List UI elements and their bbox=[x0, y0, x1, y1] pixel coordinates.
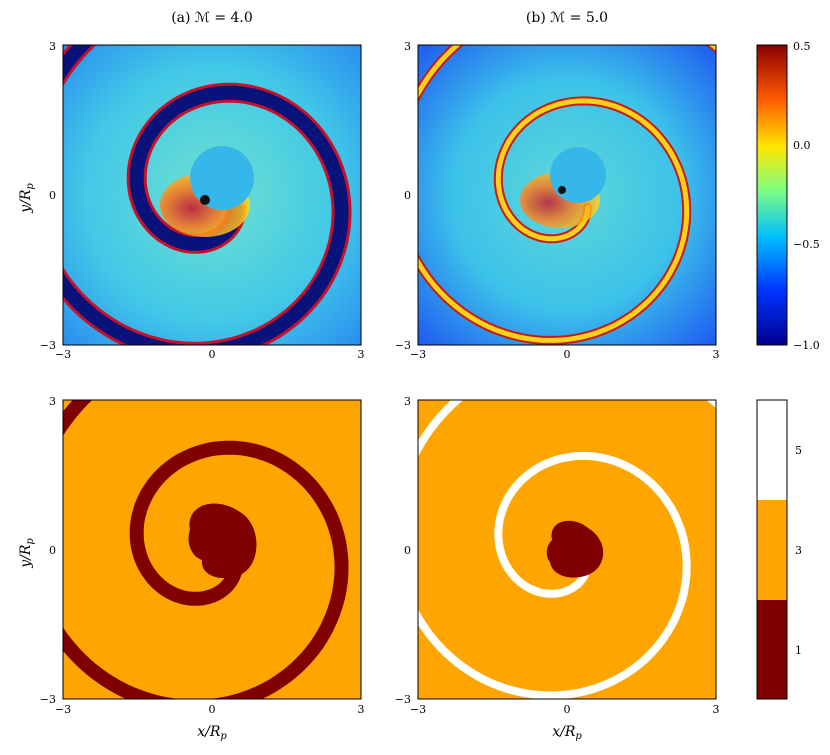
xtick-a-right: 3 bbox=[358, 348, 365, 361]
xtick-c-right: 3 bbox=[358, 703, 365, 716]
panel-a-frame bbox=[62, 44, 362, 346]
inner-core-a bbox=[190, 146, 254, 210]
spiral-arm-b bbox=[418, 45, 716, 345]
xtick-a-left: −3 bbox=[55, 348, 71, 361]
ytick-d-mid: 0 bbox=[404, 544, 411, 557]
cbar-top-tick-3: −1.0 bbox=[793, 339, 820, 352]
ytick-a-mid: 0 bbox=[49, 189, 56, 202]
spiral-arm-b-class bbox=[418, 400, 716, 699]
xtick-c-left: −3 bbox=[55, 703, 71, 716]
panel-c-frame bbox=[62, 399, 362, 700]
xlabel-left: x/Rp bbox=[197, 724, 227, 742]
xlabel-right: x/Rp bbox=[552, 724, 582, 742]
planet-marker-a bbox=[200, 195, 210, 205]
colorbar-top: 0.5 0.0 −0.5 −1.0 bbox=[756, 40, 820, 352]
panel-b-title: (b) ℳ = 5.0 bbox=[526, 10, 608, 26]
cbar-bottom-tick-2: 1 bbox=[795, 644, 802, 657]
cbar-top-tick-1: 0.0 bbox=[793, 139, 811, 152]
cbar-bottom-tick-1: 3 bbox=[795, 544, 802, 557]
ylabel-bottom: y/Rp bbox=[18, 538, 36, 569]
ytick-a-bottom: −3 bbox=[40, 339, 56, 352]
xtick-d-mid: 0 bbox=[564, 703, 571, 716]
ytick-c-top: 3 bbox=[49, 395, 56, 408]
panel-a-classification-map bbox=[63, 400, 361, 699]
inner-core-b bbox=[550, 147, 606, 203]
xtick-b-mid: 0 bbox=[564, 348, 571, 361]
panel-d-frame bbox=[417, 399, 717, 700]
panel-b-frame bbox=[417, 44, 717, 346]
xtick-b-left: −3 bbox=[410, 348, 426, 361]
panel-a-density-map bbox=[63, 45, 361, 345]
panel-b-classification-map bbox=[418, 400, 716, 699]
panel-b-density-map bbox=[418, 45, 716, 345]
xtick-c-mid: 0 bbox=[209, 703, 216, 716]
ytick-b-top: 3 bbox=[404, 40, 411, 53]
ytick-d-top: 3 bbox=[404, 395, 411, 408]
cbar-top-tick-2: −0.5 bbox=[793, 238, 820, 251]
planet-marker-b bbox=[558, 186, 566, 194]
xtick-d-right: 3 bbox=[713, 703, 720, 716]
ytick-c-bottom: −3 bbox=[40, 693, 56, 706]
xtick-b-right: 3 bbox=[713, 348, 720, 361]
spiral-band-b bbox=[418, 45, 716, 343]
colorbar-bottom: 5 3 1 bbox=[756, 399, 802, 700]
xtick-d-left: −3 bbox=[410, 703, 426, 716]
ylabel-top: y/Rp bbox=[18, 183, 36, 214]
spiral-band-d bbox=[418, 400, 716, 699]
ytick-b-bottom: −3 bbox=[395, 339, 411, 352]
ytick-d-bottom: −3 bbox=[395, 693, 411, 706]
core-blob-b bbox=[546, 520, 604, 578]
ytick-c-mid: 0 bbox=[49, 544, 56, 557]
cbar-bottom-tick-0: 5 bbox=[795, 444, 802, 457]
cbar-top-tick-0: 0.5 bbox=[793, 40, 811, 53]
core-blob-a bbox=[188, 503, 257, 579]
xtick-a-mid: 0 bbox=[209, 348, 216, 361]
ytick-a-top: 3 bbox=[49, 40, 56, 53]
panel-a-title: (a) ℳ = 4.0 bbox=[171, 10, 253, 26]
ytick-b-mid: 0 bbox=[404, 189, 411, 202]
